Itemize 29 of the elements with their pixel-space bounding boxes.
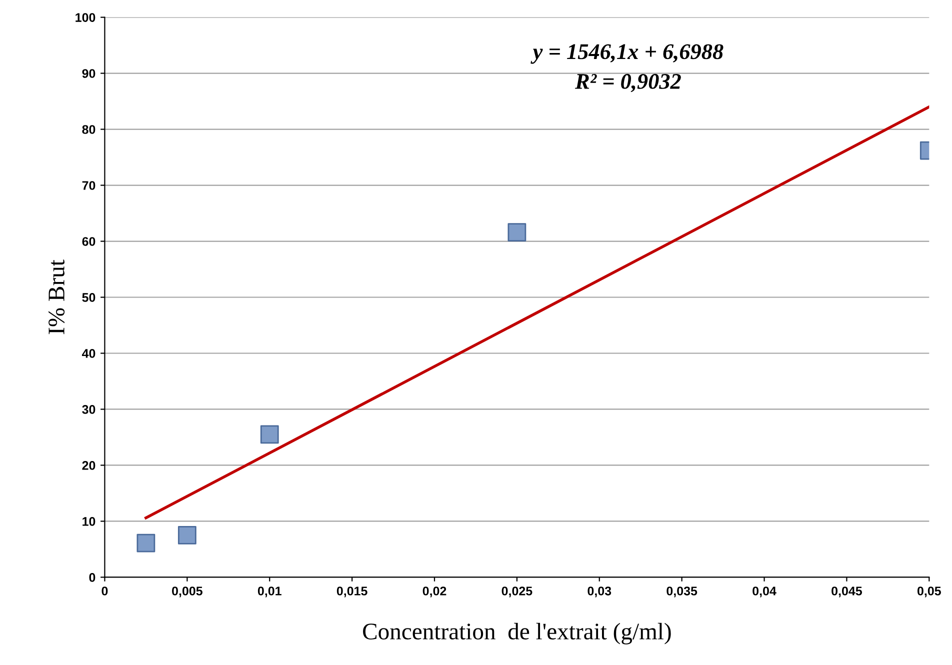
y-tick-label: 70 [82, 181, 96, 190]
x-tick-label: 0,03 [588, 586, 612, 598]
y-tick-label: 30 [82, 405, 96, 414]
annotation: R² = 0,9032 [575, 74, 681, 92]
x-tick-label: 0,015 [336, 586, 368, 598]
y-tick-label: 40 [82, 349, 96, 358]
annotation: y = 1546,1x + 6,6988 [530, 44, 724, 64]
y-tick-label: 50 [82, 293, 96, 302]
x-tick-label: 0,05 [917, 586, 941, 598]
y-tick-label: 100 [76, 13, 96, 22]
x-tick-label: 0 [102, 586, 108, 596]
x-tick-label: 0,025 [502, 586, 532, 598]
x-tick-label: 0,04 [752, 586, 776, 598]
x-axis-title: Concentration de l'extrait (g/ml) [363, 622, 671, 644]
x-tick-label: 0,035 [666, 586, 698, 598]
point [178, 526, 196, 544]
y-tick-label: 60 [82, 237, 96, 246]
point [260, 425, 279, 444]
x-tick-label: 0,02 [422, 586, 446, 598]
y-tick-label: 20 [82, 461, 96, 470]
y-tick-label: 0 [89, 573, 96, 582]
x-tick-label: 0,01 [258, 586, 282, 598]
y-tick-label: 90 [82, 69, 96, 78]
y-tick-label: 80 [82, 125, 96, 134]
point [136, 534, 156, 552]
x-tick-label: 0,005 [172, 586, 202, 598]
x-tick-label: 0,045 [832, 586, 862, 598]
y-tick-label: 10 [82, 517, 96, 526]
y-axis-title: I% Brut [48, 260, 65, 334]
